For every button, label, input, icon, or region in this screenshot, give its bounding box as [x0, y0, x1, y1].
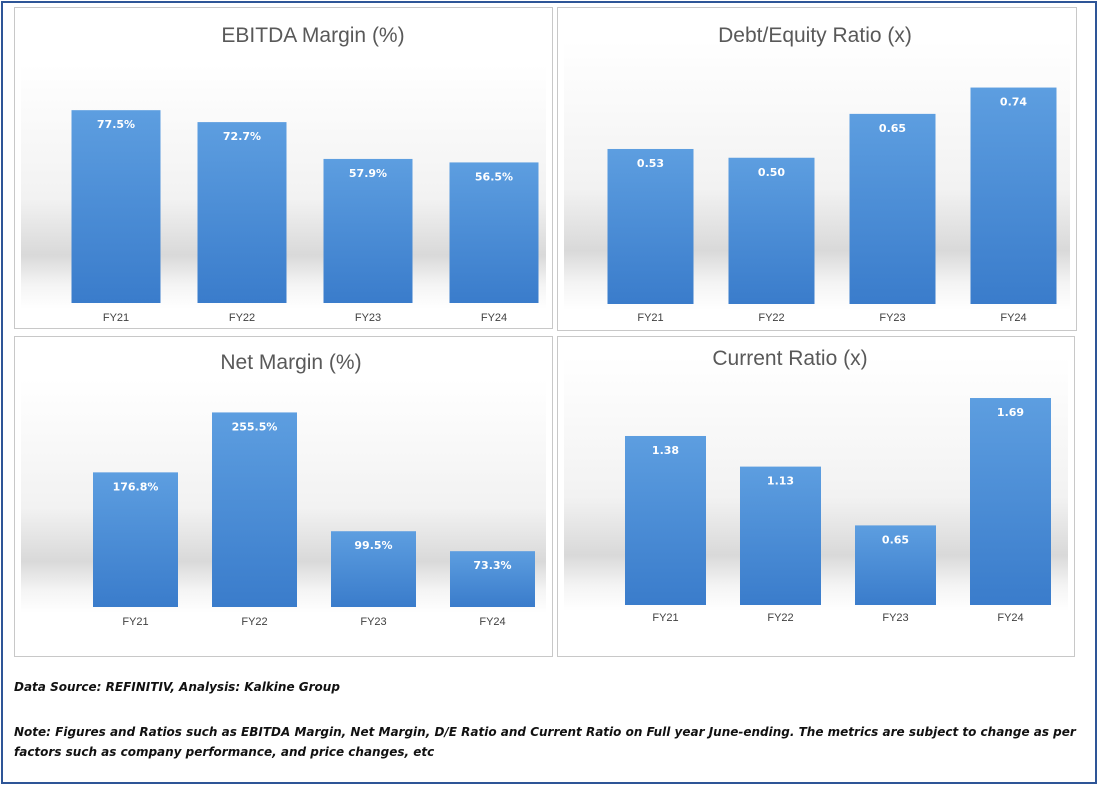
data-label: 0.65: [879, 122, 906, 135]
bar-fy23: [323, 158, 413, 303]
current-ratio-chart: Current Ratio (x) 1.38 FY21 1.13 FY22 0.65 FY2…: [557, 336, 1075, 657]
x-tick-label: FY22: [229, 312, 255, 324]
net-margin-chart-svg: Net Margin (%) 176.8% FY21 255.5% FY22 99.5% F…: [21, 351, 546, 628]
x-tick-label: FY24: [481, 312, 507, 324]
data-label: 57.9%: [349, 167, 387, 180]
x-tick-label: FY21: [652, 612, 678, 624]
data-label: 56.5%: [475, 170, 513, 183]
chart-title: Debt/Equity Ratio (x): [718, 24, 912, 47]
data-label: 0.50: [758, 166, 785, 179]
ebitda-margin-chart-svg: EBITDA Margin (%) 77.5% FY21 72.7% FY22 57.9%…: [21, 24, 546, 324]
bar-fy24: [449, 162, 539, 303]
current-ratio-chart-svg: Current Ratio (x) 1.38 FY21 1.13 FY22 0.65 FY2…: [564, 347, 1068, 624]
bar-fy21: [625, 435, 706, 605]
bar-fy23: [849, 113, 936, 304]
data-label: 0.53: [637, 157, 664, 170]
debt-equity-chart: Debt/Equity Ratio (x) 0.53 FY21 0.50 FY22 0.6…: [557, 7, 1077, 331]
bar-fy23: [331, 531, 416, 607]
data-label: 72.7%: [223, 130, 261, 143]
data-source-text: Data Source: REFINITIV, Analysis: Kalkin…: [14, 680, 340, 694]
data-label: 0.74: [1000, 96, 1027, 109]
bar-fy23: [855, 525, 936, 605]
x-tick-label: FY24: [1000, 312, 1026, 324]
data-label: 255.5%: [232, 420, 278, 433]
bar-fy21: [607, 148, 694, 304]
x-tick-label: FY21: [637, 312, 663, 324]
data-label: 176.8%: [113, 480, 159, 493]
bar-fy22: [728, 157, 815, 304]
x-tick-label: FY24: [997, 612, 1023, 624]
note-text: Note: Figures and Ratios such as EBITDA …: [14, 725, 1076, 759]
net-margin-chart: Net Margin (%) 176.8% FY21 255.5% FY22 99.5% F…: [14, 336, 553, 657]
x-tick-label: FY22: [758, 312, 784, 324]
ebitda-margin-chart: EBITDA Margin (%) 77.5% FY21 72.7% FY22 57.9%…: [14, 7, 553, 329]
data-label: 0.65: [882, 533, 909, 546]
x-tick-label: FY22: [241, 616, 267, 628]
x-tick-label: FY21: [103, 312, 129, 324]
bar-fy24: [970, 87, 1057, 304]
bar-fy22: [197, 122, 287, 303]
data-label: 99.5%: [354, 539, 392, 552]
x-tick-label: FY23: [355, 312, 381, 324]
x-tick-label: FY21: [122, 616, 148, 628]
data-label: 77.5%: [97, 118, 135, 131]
chart-title: EBITDA Margin (%): [221, 24, 404, 47]
bar-fy22: [212, 412, 297, 607]
chart-title: Net Margin (%): [220, 351, 361, 374]
data-label: 1.13: [767, 475, 794, 488]
chart-title: Current Ratio (x): [712, 347, 867, 370]
x-tick-label: FY23: [882, 612, 908, 624]
data-label: 1.69: [997, 406, 1024, 419]
data-label: 1.38: [652, 444, 679, 457]
x-tick-label: FY24: [479, 616, 505, 628]
x-tick-label: FY22: [767, 612, 793, 624]
x-tick-label: FY23: [879, 312, 905, 324]
bar-fy24: [450, 551, 535, 607]
bar-fy21: [71, 110, 161, 303]
bar-fy22: [740, 466, 821, 605]
bar-fy21: [93, 472, 178, 607]
bar-fy24: [970, 398, 1051, 605]
data-label: 73.3%: [473, 559, 511, 572]
debt-equity-chart-svg: Debt/Equity Ratio (x) 0.53 FY21 0.50 FY22 0.6…: [564, 24, 1070, 324]
x-tick-label: FY23: [360, 616, 386, 628]
